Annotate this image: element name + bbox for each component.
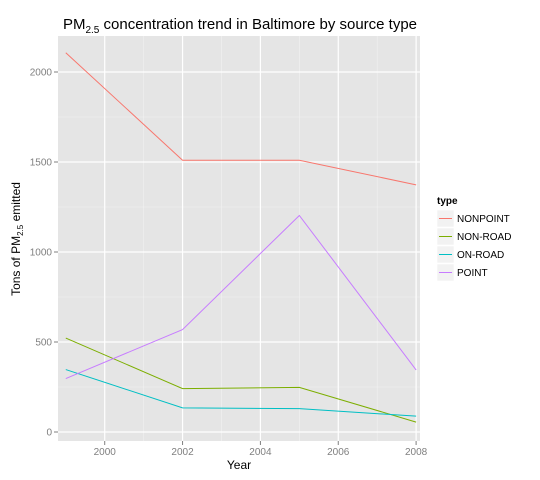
- y-axis-title-subscript: 2.5: [16, 224, 25, 236]
- chart-title-subscript: 2.5: [85, 25, 99, 36]
- x-tick-label: 2002: [171, 447, 194, 458]
- series-line-on-road: [65, 369, 417, 417]
- x-tick-label: 2006: [327, 447, 350, 458]
- y-tick-label: 1000: [30, 248, 53, 259]
- legend-title: type: [437, 196, 458, 207]
- legend-label: NON-ROAD: [457, 232, 511, 243]
- plot-background: [58, 36, 420, 441]
- legend: type NONPOINT NON-ROAD ON-ROAD POINT: [436, 196, 511, 282]
- y-tick-label: 500: [35, 338, 52, 349]
- x-tick-label: 2004: [249, 447, 272, 458]
- legend-label: POINT: [457, 268, 488, 279]
- legend-item-nonpoint: NONPOINT: [436, 209, 510, 228]
- legend-label: ON-ROAD: [457, 250, 504, 261]
- legend-item-non-road: NON-ROAD: [436, 227, 511, 246]
- legend-item-point: POINT: [436, 263, 488, 282]
- x-tick-label: 2000: [94, 447, 117, 458]
- chart-title-main: PM: [63, 16, 86, 33]
- y-tick-label: 0: [46, 428, 52, 439]
- legend-label: NONPOINT: [457, 214, 510, 225]
- chart-title-rest: concentration trend in Baltimore by sour…: [99, 16, 417, 33]
- x-axis-title: Year: [227, 458, 251, 472]
- y-axis-title-rest: emitted: [9, 182, 23, 225]
- chart-title: PM2.5 concentration trend in Baltimore b…: [63, 16, 417, 36]
- plot-area: 0 500 1000 1500 2000 2000 2002 2004 2006 2008: [30, 36, 428, 458]
- series-line-point: [65, 214, 417, 380]
- y-tick-label: 2000: [30, 68, 53, 79]
- legend-item-on-road: ON-ROAD: [436, 245, 504, 264]
- series-line-nonpoint: [65, 52, 417, 186]
- y-axis-title-main: Tons of PM: [9, 236, 23, 296]
- x-tick-label: 2008: [405, 447, 428, 458]
- y-tick-label: 1500: [30, 158, 53, 169]
- y-axis-title: Tons of PM2.5 emitted: [9, 182, 25, 296]
- series-line-non-road: [65, 337, 417, 423]
